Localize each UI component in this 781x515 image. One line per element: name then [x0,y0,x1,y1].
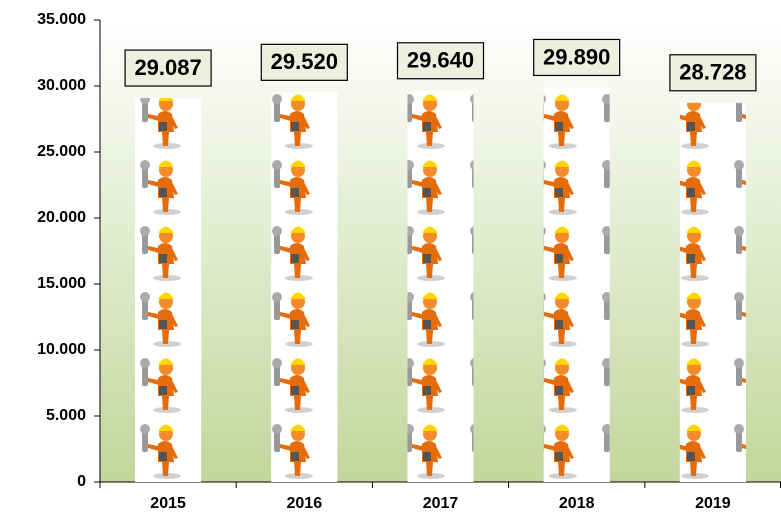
x-tick-label: 2017 [423,495,459,512]
x-tick-label: 2018 [559,495,595,512]
value-label: 29.520 [271,49,338,74]
bar-pictogram [407,90,474,482]
bar-pictogram [543,87,610,483]
bar-pictogram [135,98,202,482]
x-tick-label: 2019 [695,495,731,512]
value-label: 29.640 [407,48,474,73]
value-label-box [669,54,757,92]
y-tick-label: 25.000 [37,143,86,160]
y-tick-label: 10.000 [37,341,86,358]
value-label: 29.890 [543,44,610,69]
bar-pictogram [679,102,746,482]
y-tick-label: 0 [77,473,86,490]
value-label: 28.728 [679,60,746,85]
y-tick-label: 30.000 [37,77,86,94]
y-tick-label: 20.000 [37,209,86,226]
y-tick-label: 35.000 [37,11,86,28]
x-tick-label: 2016 [287,495,323,512]
y-tick-label: 5.000 [46,407,86,424]
value-label: 29.087 [134,55,201,80]
value-label-box [260,43,348,81]
y-tick-label: 15.000 [37,275,86,292]
value-label-box [124,49,212,87]
bar-pictogram [271,92,338,482]
value-label-box [533,38,621,77]
value-label-box [396,42,485,80]
x-tick-label: 2015 [150,495,186,512]
